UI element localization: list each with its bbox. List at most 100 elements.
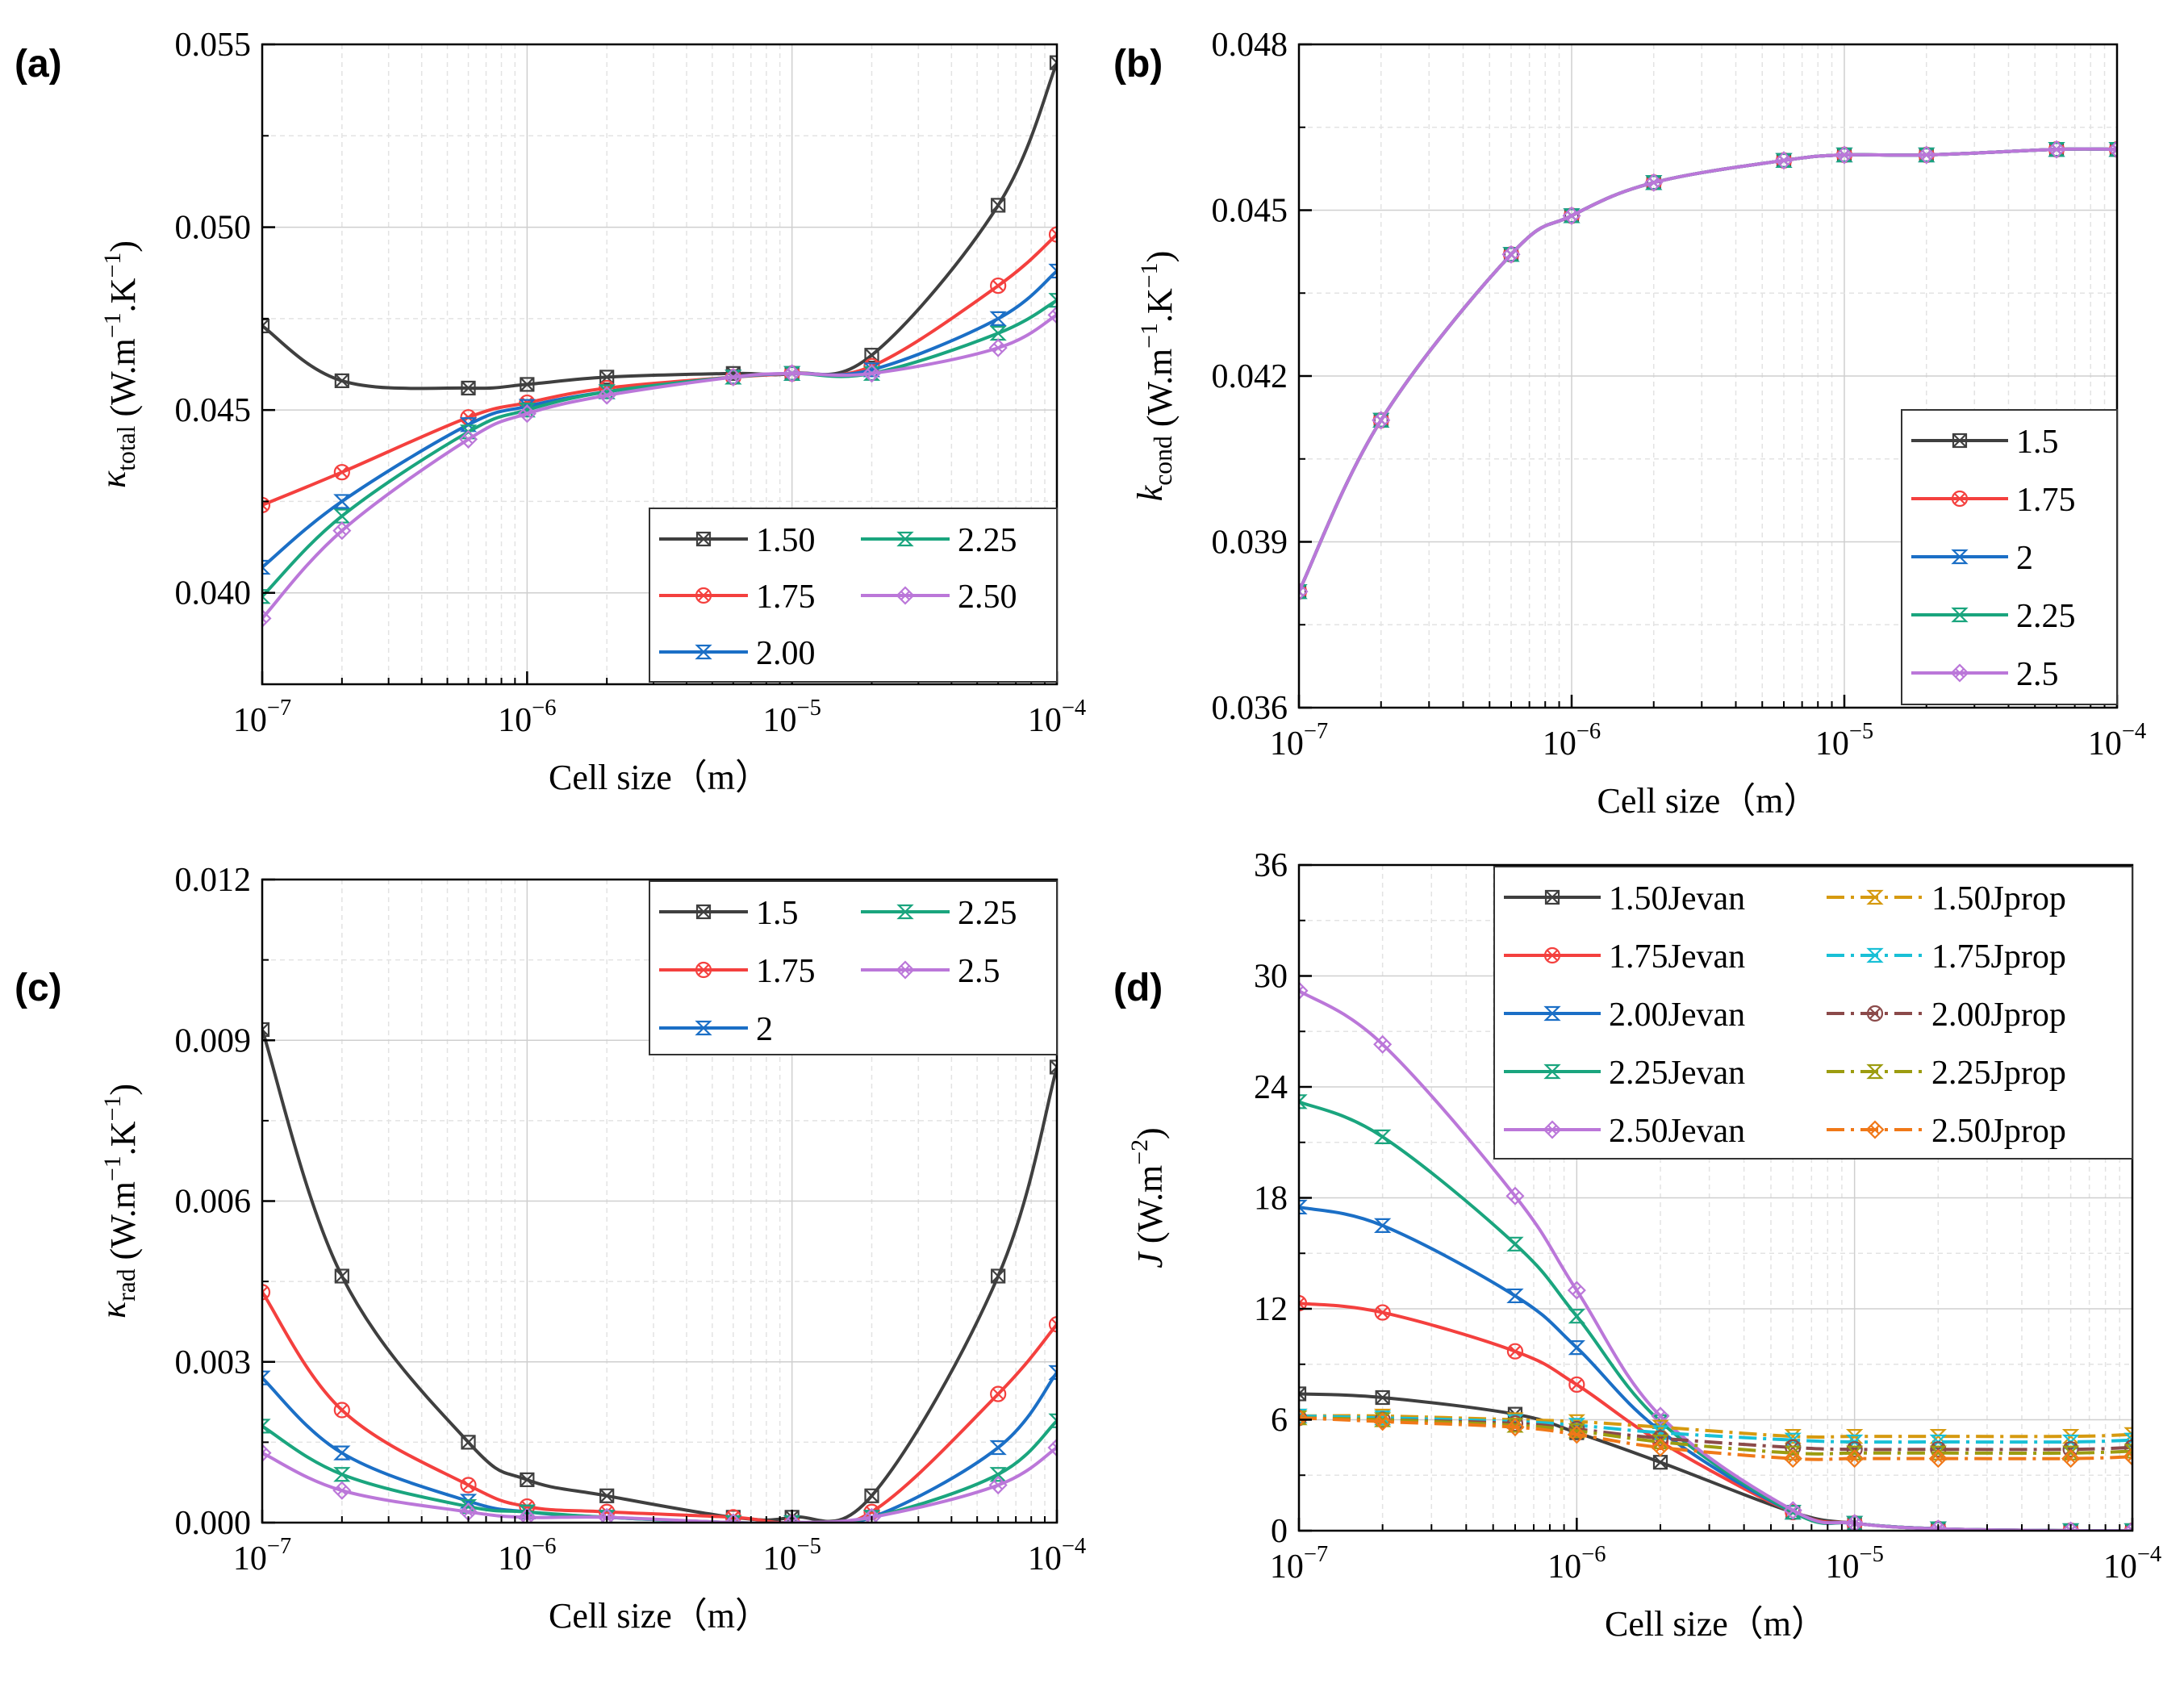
legend-item-2.25: 2.25 — [861, 522, 1017, 559]
marker-cross — [1788, 1453, 1798, 1464]
data-point-2-9 — [1048, 1364, 1057, 1381]
x-tick-base: 10 — [1547, 1548, 1581, 1586]
data-point-1.5-3 — [520, 1472, 535, 1487]
data-point-1.5-9 — [1049, 1059, 1057, 1075]
legend-label: 1.50Jprop — [1931, 880, 2066, 917]
marker-cross — [337, 1486, 347, 1495]
marker-cross — [787, 369, 797, 378]
legend: 1.50Jevan 1.50Jprop 1.75Jevan 1.75Jprop 2.00… — [1493, 866, 2133, 1160]
marker-diamond — [1501, 244, 1521, 264]
marker-cross — [1377, 1417, 1388, 1427]
legend-box — [649, 880, 1058, 1055]
data-point-2.5-6 — [783, 1513, 802, 1523]
data-point-2.50Jprop-2 — [1505, 1418, 1525, 1437]
marker-diamond — [517, 404, 537, 424]
y-tick-label: 0.036 — [1212, 690, 1288, 727]
marker-square — [262, 1022, 270, 1038]
marker-circle — [1506, 1343, 1524, 1360]
marker-cross — [262, 319, 269, 333]
marker-diamond — [1950, 663, 1969, 683]
legend-marker — [1866, 889, 1884, 905]
data-point-1.50-0 — [262, 318, 270, 334]
y-tick-label: 0.055 — [175, 27, 252, 64]
marker-cross — [1952, 433, 1967, 448]
marker-cross — [1653, 1455, 1668, 1469]
x-axis-label: Cell size（m） — [549, 1596, 770, 1636]
data-point-2.50Jevan-0 — [1299, 981, 1309, 1001]
data-point-2.50-1 — [332, 521, 352, 541]
marker-diamond — [1505, 1186, 1525, 1206]
x-tick-base: 10 — [1270, 725, 1304, 763]
data-point-2.50Jprop-3 — [1567, 1425, 1586, 1444]
marker-cross — [1954, 493, 1965, 504]
marker-cross — [1510, 1422, 1520, 1432]
y-axis-label: κrad (W.m−1.K−1) — [94, 1084, 143, 1318]
marker-hourglass — [2108, 142, 2117, 157]
legend-item-2.50Jprop: 2.50Jprop — [1827, 1113, 2066, 1150]
data-point-1.75-9 — [1048, 226, 1057, 243]
data-point-2.25Jprop-1 — [1373, 1412, 1392, 1427]
x-ticks: 10−7 10−6 10−5 10−4 — [1270, 695, 2146, 763]
legend-label: 1.75Jevan — [1609, 938, 1745, 976]
marker-hourglass — [1299, 1094, 1308, 1109]
legend-item-2.00: 2.00 — [659, 635, 816, 672]
marker-circle — [695, 587, 712, 604]
x-tick-base: 10 — [1028, 1540, 1062, 1577]
legend-marker — [695, 644, 712, 660]
marker-diamond — [1373, 1034, 1393, 1054]
y-label-subscript: cond — [1149, 436, 1177, 486]
marker-cross — [2065, 1526, 2076, 1531]
legend-label: 2.25 — [958, 895, 1017, 932]
data-point-2.5-4 — [1644, 173, 1664, 192]
x-tick-label: 10−7 — [1270, 1542, 1328, 1586]
marker-cross — [1779, 156, 1789, 165]
data-point-1.75Jevan-1 — [1374, 1304, 1391, 1321]
legend-label: 1.50 — [756, 522, 816, 559]
legend-marker — [1866, 947, 1884, 963]
y-label-symbol: J — [1130, 1251, 1170, 1268]
x-tick-exp: −7 — [1304, 1542, 1328, 1567]
data-point-2.50-3 — [517, 404, 537, 424]
marker-diamond — [1372, 411, 1391, 430]
legend-label: 2 — [756, 1011, 773, 1048]
marker-circle — [262, 496, 271, 514]
marker-circle — [1930, 1441, 1947, 1458]
legend-item-1.5: 1.5 — [659, 895, 799, 932]
y-ticks: 0 6 12 18 24 30 36 — [1254, 847, 1312, 1550]
data-point-2.25Jevan-2 — [1506, 1236, 1524, 1252]
marker-square — [461, 1435, 476, 1450]
x-tick-exp: −4 — [1062, 696, 1086, 721]
marker-circle — [725, 1509, 741, 1523]
marker-diamond — [332, 1481, 352, 1500]
x-tick-exp: −6 — [532, 1534, 556, 1559]
marker-cross — [698, 590, 709, 601]
marker-diamond — [896, 586, 915, 605]
panel-label: (b) — [1113, 43, 1163, 86]
marker-hourglass — [262, 1370, 271, 1385]
x-tick-exp: −7 — [267, 1534, 291, 1559]
marker-diamond — [1845, 1514, 1865, 1531]
legend-label: 2.50Jprop — [1931, 1113, 2066, 1150]
y-label-subscript: rad — [112, 1268, 140, 1302]
marker-diamond — [1845, 1449, 1865, 1469]
marker-diamond — [1835, 145, 1854, 165]
legend-label: 2.00Jevan — [1609, 997, 1745, 1034]
series-2.5 — [1299, 140, 2117, 601]
marker-cross — [696, 905, 711, 919]
x-axis-label: Cell size（m） — [1597, 781, 1819, 821]
marker-cross — [1656, 1443, 1665, 1452]
marker-circle — [1652, 1430, 1669, 1447]
marker-diamond — [517, 1507, 537, 1523]
marker-hourglass — [1373, 1129, 1392, 1144]
legend-item-1.75: 1.75 — [1911, 482, 2076, 519]
data-point-2.25-8 — [989, 1467, 1007, 1482]
plot-area — [262, 55, 1057, 628]
y-axis-label: κtotal (W.m−1.K−1) — [94, 240, 143, 488]
x-tick-label: 10−5 — [1815, 719, 1873, 763]
marker-square — [520, 1472, 535, 1487]
data-point-2.50Jprop-5 — [1783, 1449, 1802, 1469]
marker-cross — [992, 280, 1004, 291]
marker-diamond — [332, 521, 352, 541]
series-line-2.25Jprop — [1299, 1416, 2132, 1456]
x-tick-base: 10 — [1543, 725, 1576, 763]
